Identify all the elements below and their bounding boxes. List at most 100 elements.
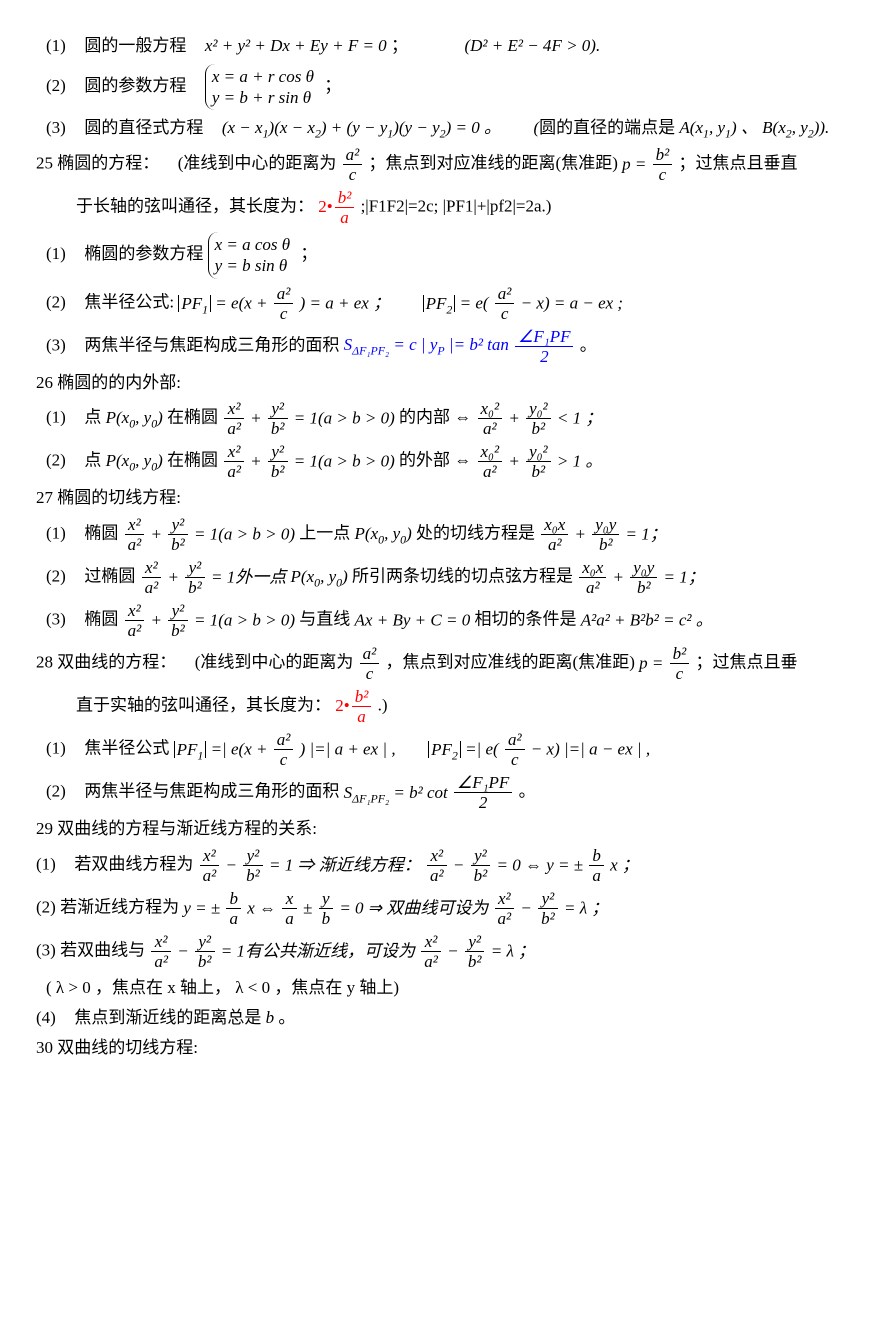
- no: 29: [36, 819, 53, 838]
- param-y: y = b + r sin θ: [212, 87, 314, 108]
- equation: x² + y² + Dx + Ey + F = 0: [205, 36, 387, 55]
- s29-sub3: (3) 若双曲线与 x²a² − y²b² = 1有公共渐近线，可设为 x²a²…: [36, 933, 851, 970]
- section-26: 26 椭圆的的内外部:: [36, 371, 851, 395]
- prefix: (2): [36, 897, 56, 916]
- brace: x = a + r cos θ y = b + r sin θ: [205, 64, 320, 111]
- eq1a: = e(x +: [215, 293, 271, 312]
- label: 两焦半径与焦距构成三角形的面积: [84, 335, 339, 354]
- t1: 椭圆的方程：: [57, 154, 159, 173]
- title: 双曲线的方程与渐近线方程的关系:: [57, 819, 317, 838]
- no: 30: [36, 1038, 53, 1057]
- no: 26: [36, 373, 53, 392]
- s28-sub1: (1) 焦半径公式 PF1 =| e(x + a²c ) |=| a + ex …: [36, 731, 851, 768]
- s25-sub1: (1) 椭圆的参数方程 x = a cos θ y = b sin θ ；: [36, 232, 851, 279]
- s28-sub2: (2) 两焦半径与焦距构成三角形的面积 SΔF₁PF₂ = b² cot ∠F₁…: [36, 774, 851, 811]
- eq1b: ) = a + ex ；: [300, 293, 390, 312]
- s25-sub3: (3) 两焦半径与焦距构成三角形的面积 SΔF₁PF₂ = c | yP |= …: [36, 328, 851, 365]
- s29-sub4: (4) 焦点到渐近线的距离总是 b 。: [36, 1006, 851, 1030]
- t2a: (准线到中心的距离为: [195, 653, 354, 672]
- tail: 。: [580, 335, 597, 354]
- P: P(x0, y0): [106, 408, 167, 427]
- section-25-cont: 于长轴的弦叫通径，其长度为： 2•b²a ;|F1F2|=2c; |PF1|+|…: [36, 189, 851, 226]
- frac-a2c: a²c: [341, 146, 365, 183]
- prefix: (2): [46, 76, 66, 95]
- no: 27: [36, 488, 53, 507]
- label: 椭圆的参数方程: [84, 244, 203, 263]
- frac-a2c: a²c: [272, 285, 296, 322]
- tail: ；: [324, 76, 341, 95]
- s26-sub2: (2) 点 P(x0, y0) 在椭圆 x²a² + y²b² = 1(a > …: [36, 443, 851, 480]
- eq2a: = e(: [460, 293, 489, 312]
- t3a: 于长轴的弦叫通径，其长度为：: [76, 197, 314, 216]
- prefix: (1): [46, 244, 66, 263]
- prefix: (4): [36, 1008, 56, 1027]
- no: 25: [36, 154, 53, 173]
- section-25: 25 椭圆的方程： (准线到中心的距离为 a²c ；焦点到对应准线的距离(焦准距…: [36, 146, 851, 183]
- prefix: (1): [46, 36, 66, 55]
- prefix: (3): [36, 940, 56, 959]
- prefix: (1): [46, 739, 66, 758]
- prefix: (2): [46, 567, 66, 586]
- item-circle-diameter: (3) 圆的直径式方程 (x − x1)(x − x2) + (y − y1)(…: [36, 116, 851, 140]
- tail: 。: [519, 782, 536, 801]
- tail: ；: [300, 244, 317, 263]
- eq2b: − x) = a − ex ;: [521, 293, 623, 312]
- frac-a2c: a²c: [493, 285, 517, 322]
- s29-note: ( λ > 0 ，焦点在 x 轴上， λ < 0 ，焦点在 y 轴上): [36, 976, 851, 1000]
- t1: 双曲线的方程：: [57, 653, 176, 672]
- tongjing: 2•b²a: [335, 696, 373, 715]
- param-x: x = a + r cos θ: [212, 66, 314, 87]
- t2a: (准线到中心的距离为: [178, 154, 337, 173]
- note: (圆的直径的端点是 A(x1, y1) 、 B(x2, y2)).: [533, 118, 829, 137]
- section-28-cont: 直于实轴的弦叫通径，其长度为： 2•b²a .): [36, 688, 851, 725]
- PF2: PF2: [423, 295, 456, 312]
- prefix: (2): [46, 451, 66, 470]
- title: 椭圆的的内外部:: [57, 373, 181, 392]
- frac-b2c: b²c: [651, 146, 675, 183]
- t3b: ;|F1F2|=2c; |PF1|+|pf2|=2a.): [361, 197, 552, 216]
- prefix: (1): [46, 524, 66, 543]
- tongjing: 2•b²a: [318, 197, 356, 216]
- section-27: 27 椭圆的切线方程:: [36, 486, 851, 510]
- prefix: (2): [46, 782, 66, 801]
- prefix: (3): [46, 335, 66, 354]
- label: 焦半径公式:: [84, 292, 174, 311]
- label: 焦半径公式: [84, 739, 169, 758]
- t2b: ；焦点到对应准线的距离(焦准距): [369, 154, 618, 173]
- prefix: (3): [46, 118, 66, 137]
- equation: (x − x1)(x − x2) + (y − y1)(y − y2) = 0 …: [222, 118, 501, 137]
- label: 圆的一般方程: [84, 36, 186, 55]
- s25-sub2: (2) 焦半径公式: PF1 = e(x + a²c ) = a + ex ； …: [36, 285, 851, 322]
- section-30: 30 双曲线的切线方程:: [36, 1036, 851, 1060]
- title: 椭圆的切线方程:: [57, 488, 181, 507]
- item-circle-general: (1) 圆的一般方程 x² + y² + Dx + Ey + F = 0 ； (…: [36, 34, 851, 58]
- s27-sub2: (2) 过椭圆 x²a² + y²b² = 1外一点 P(x0, y0) 所引两…: [36, 559, 851, 596]
- label: 圆的直径式方程: [84, 118, 203, 137]
- prefix: (3): [46, 610, 66, 629]
- no: 28: [36, 653, 53, 672]
- item-circle-param: (2) 圆的参数方程 x = a + r cos θ y = b + r sin…: [36, 64, 851, 111]
- s26-sub1: (1) 点 P(x0, y0) 在椭圆 x²a² + y²b² = 1(a > …: [36, 400, 851, 437]
- prefix: (1): [46, 408, 66, 427]
- p: p =: [622, 155, 650, 174]
- condition: (D² + E² − 4F > 0).: [464, 36, 600, 55]
- s27-sub1: (1) 椭圆 x²a² + y²b² = 1(a > b > 0) 上一点 P(…: [36, 516, 851, 553]
- t2c: ；过焦点且垂: [695, 653, 797, 672]
- title: 双曲线的切线方程:: [57, 1038, 198, 1057]
- label: 两焦半径与焦距构成三角形的面积: [84, 782, 339, 801]
- t3b: .): [378, 696, 388, 715]
- section-28: 28 双曲线的方程： (准线到中心的距离为 a²c ，焦点到对应准线的距离(焦准…: [36, 645, 851, 682]
- t3a: 直于实轴的弦叫通径，其长度为：: [76, 696, 331, 715]
- section-29: 29 双曲线的方程与渐近线方程的关系:: [36, 817, 851, 841]
- t2c: ；过焦点且垂直: [678, 154, 797, 173]
- PF1: PF1: [178, 295, 211, 312]
- prefix: (1): [36, 854, 56, 873]
- t2b: ，焦点到对应准线的距离(焦准距): [386, 653, 635, 672]
- s29-sub1: (1) 若双曲线方程为 x²a² − y²b² = 1 ⇒ 渐近线方程： x²a…: [36, 847, 851, 884]
- area: SΔF₁PF₂ = c | yP |= b² tan ∠F₁PF2: [344, 335, 576, 354]
- prefix: (2): [46, 292, 66, 311]
- s29-sub2: (2) 若渐近线方程为 y = ± ba x ⇔ xa ± yb = 0 ⇒ 双…: [36, 890, 851, 927]
- label: 圆的参数方程: [84, 76, 186, 95]
- brace: x = a cos θ y = b sin θ: [208, 232, 297, 279]
- s27-sub3: (3) 椭圆 x²a² + y²b² = 1(a > b > 0) 与直线 Ax…: [36, 602, 851, 639]
